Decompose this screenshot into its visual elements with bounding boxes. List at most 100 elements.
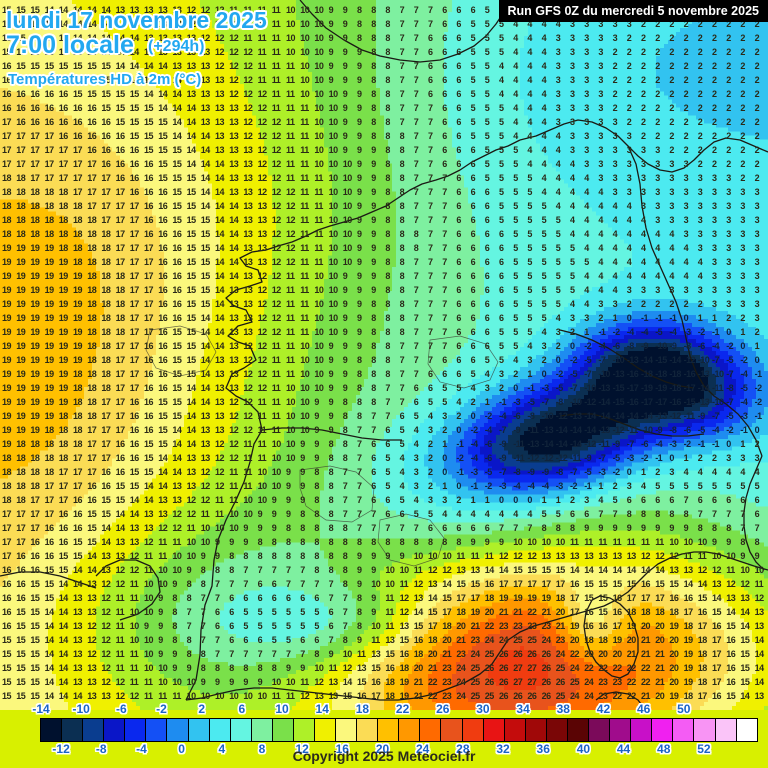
legend-tick-label: 14 xyxy=(316,702,329,716)
color-swatch xyxy=(357,719,379,741)
coastline-path xyxy=(559,413,705,437)
color-swatch xyxy=(336,719,358,741)
legend-tick-label: 0 xyxy=(178,742,185,756)
color-swatch xyxy=(736,719,757,741)
color-swatch xyxy=(209,719,231,741)
color-swatch xyxy=(652,719,674,741)
color-swatch xyxy=(631,719,653,741)
legend-tick-label: 12 xyxy=(295,742,308,756)
temperature-field xyxy=(0,0,768,710)
coastline-path xyxy=(261,427,402,441)
color-swatch xyxy=(399,719,421,741)
temperature-map[interactable]: 15 15 15 14 14 14 14 14 13 13 13 13 13 12 12 12 11 11 11 11… xyxy=(0,0,768,710)
color-swatch xyxy=(715,719,737,741)
legend-tick-label: -4 xyxy=(136,742,147,756)
coastline-path xyxy=(185,639,509,701)
legend-tick-label: 30 xyxy=(476,702,489,716)
color-swatch xyxy=(567,719,590,741)
legend-tick-label: 6 xyxy=(239,702,246,716)
legend-tick-label: 4 xyxy=(218,742,225,756)
coastline-path xyxy=(519,119,768,173)
legend-tick-label: 40 xyxy=(577,742,590,756)
color-swatch xyxy=(673,719,695,741)
legend-tick-label: -10 xyxy=(73,702,90,716)
legend-tick-label: 36 xyxy=(537,742,550,756)
copyright-label: Copyright 2025 Meteociel.fr xyxy=(0,748,768,764)
legend-tick-label: -6 xyxy=(116,702,127,716)
department-boundary xyxy=(145,325,217,377)
coastline-path xyxy=(185,139,521,701)
legend-tick-label: 2 xyxy=(198,702,205,716)
coastline-path xyxy=(0,571,97,589)
color-swatch xyxy=(378,719,400,741)
coastline-path xyxy=(559,329,695,389)
legend-tick-label: 52 xyxy=(697,742,710,756)
color-swatch xyxy=(610,719,632,741)
legend-tick-label: 16 xyxy=(336,742,349,756)
coastline-path xyxy=(583,595,639,679)
department-boundary xyxy=(299,465,375,523)
legend-tick-label: -14 xyxy=(32,702,49,716)
legend-tick-label: -2 xyxy=(156,702,167,716)
legend-tick-label: 8 xyxy=(259,742,266,756)
color-swatch xyxy=(589,719,611,741)
color-swatch xyxy=(230,719,252,741)
model-run-banner: Run GFS 0Z du mercredi 5 novembre 2025 xyxy=(498,0,768,22)
color-swatch xyxy=(483,719,505,741)
color-swatch xyxy=(546,719,568,741)
forecast-leadtime-label: (+294h) xyxy=(148,38,204,56)
legend-tick-label: 26 xyxy=(436,702,449,716)
forecast-date-label: lundi 17 novembre 2025 xyxy=(6,7,267,34)
color-swatch xyxy=(188,719,210,741)
country-borders-overlay xyxy=(0,0,768,709)
color-swatch xyxy=(83,719,105,741)
legend-tick-label: 10 xyxy=(275,702,288,716)
color-swatch xyxy=(420,719,442,741)
legend-tick-label: 38 xyxy=(557,702,570,716)
color-swatch xyxy=(272,719,294,741)
legend-tick-label: 28 xyxy=(456,742,469,756)
coastline-path xyxy=(743,455,765,571)
legend-tick-label: 32 xyxy=(496,742,509,756)
legend-tick-label: 24 xyxy=(416,742,429,756)
department-boundary xyxy=(377,513,445,567)
color-swatch xyxy=(441,719,463,741)
color-swatch xyxy=(694,719,716,741)
coastline-path xyxy=(299,0,511,63)
coastline-path xyxy=(627,145,763,457)
legend-tick-label: 20 xyxy=(376,742,389,756)
legend-tick-label: -8 xyxy=(96,742,107,756)
color-swatch xyxy=(104,719,126,741)
color-swatch xyxy=(462,719,484,741)
color-swatch xyxy=(167,719,189,741)
color-swatch xyxy=(62,719,84,741)
color-swatch xyxy=(125,719,147,741)
legend-tick-label: 34 xyxy=(516,702,529,716)
color-swatch xyxy=(525,719,547,741)
color-swatch xyxy=(293,719,316,741)
legend-tick-label: 42 xyxy=(597,702,610,716)
temperature-raster xyxy=(0,0,768,710)
model-run-label: Run GFS 0Z du mercredi 5 novembre 2025 xyxy=(508,4,759,18)
coastline-path xyxy=(95,559,161,621)
department-boundary xyxy=(427,335,499,389)
legend-tick-label: 18 xyxy=(356,702,369,716)
color-swatch xyxy=(251,719,273,741)
legend-tick-label: 46 xyxy=(637,702,650,716)
legend-tick-label: 44 xyxy=(617,742,630,756)
legend-tick-label: 48 xyxy=(657,742,670,756)
color-scale-legend: -14 -10 -6 -2 2 6 10 14 18 22 26 30 34 38 42 46 50 -12 -8-… xyxy=(0,700,768,768)
forecast-parameter-label: Températures HD à 2m (°C) xyxy=(8,71,201,88)
coastline-path xyxy=(507,551,768,641)
coastline-path xyxy=(595,691,645,709)
forecast-time-label: 7:00 locale xyxy=(6,31,134,60)
color-swatch xyxy=(41,719,63,741)
color-scale-swatches[interactable] xyxy=(40,718,758,742)
color-swatch xyxy=(504,719,526,741)
legend-tick-label: -12 xyxy=(52,742,69,756)
legend-tick-label: 22 xyxy=(396,702,409,716)
legend-tick-label: 50 xyxy=(677,702,690,716)
color-swatch xyxy=(146,719,168,741)
color-swatch xyxy=(315,719,337,741)
